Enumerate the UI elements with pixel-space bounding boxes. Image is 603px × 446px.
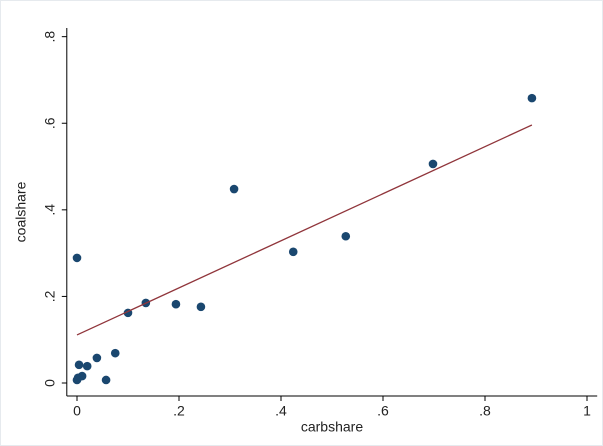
- fit-line: [76, 124, 533, 336]
- x-tick-label: .4: [275, 403, 287, 419]
- x-tick-label: 1: [583, 403, 591, 419]
- point: [72, 253, 82, 263]
- point: [92, 353, 102, 363]
- y-tick-label: .6: [42, 117, 58, 129]
- point: [82, 361, 92, 371]
- point: [101, 375, 111, 385]
- point: [428, 159, 438, 169]
- x-tick-label: .2: [173, 403, 185, 419]
- point: [110, 348, 120, 358]
- point: [73, 373, 83, 383]
- point: [341, 231, 351, 241]
- x-tick-label: .8: [479, 403, 491, 419]
- point: [74, 360, 84, 370]
- y-tick-label: .2: [42, 290, 58, 302]
- y-tick-label: .4: [42, 204, 58, 216]
- point: [288, 247, 298, 257]
- y-axis-title: coalshare: [13, 181, 29, 242]
- x-tick-label: .6: [377, 403, 389, 419]
- x-tick-label: 0: [73, 403, 81, 419]
- point: [229, 184, 239, 194]
- y-tick-label: 0: [42, 379, 58, 387]
- point: [527, 93, 537, 103]
- y-tick-label: .8: [42, 31, 58, 43]
- point: [171, 299, 181, 309]
- point: [196, 302, 206, 312]
- x-axis-title: carbshare: [301, 419, 363, 435]
